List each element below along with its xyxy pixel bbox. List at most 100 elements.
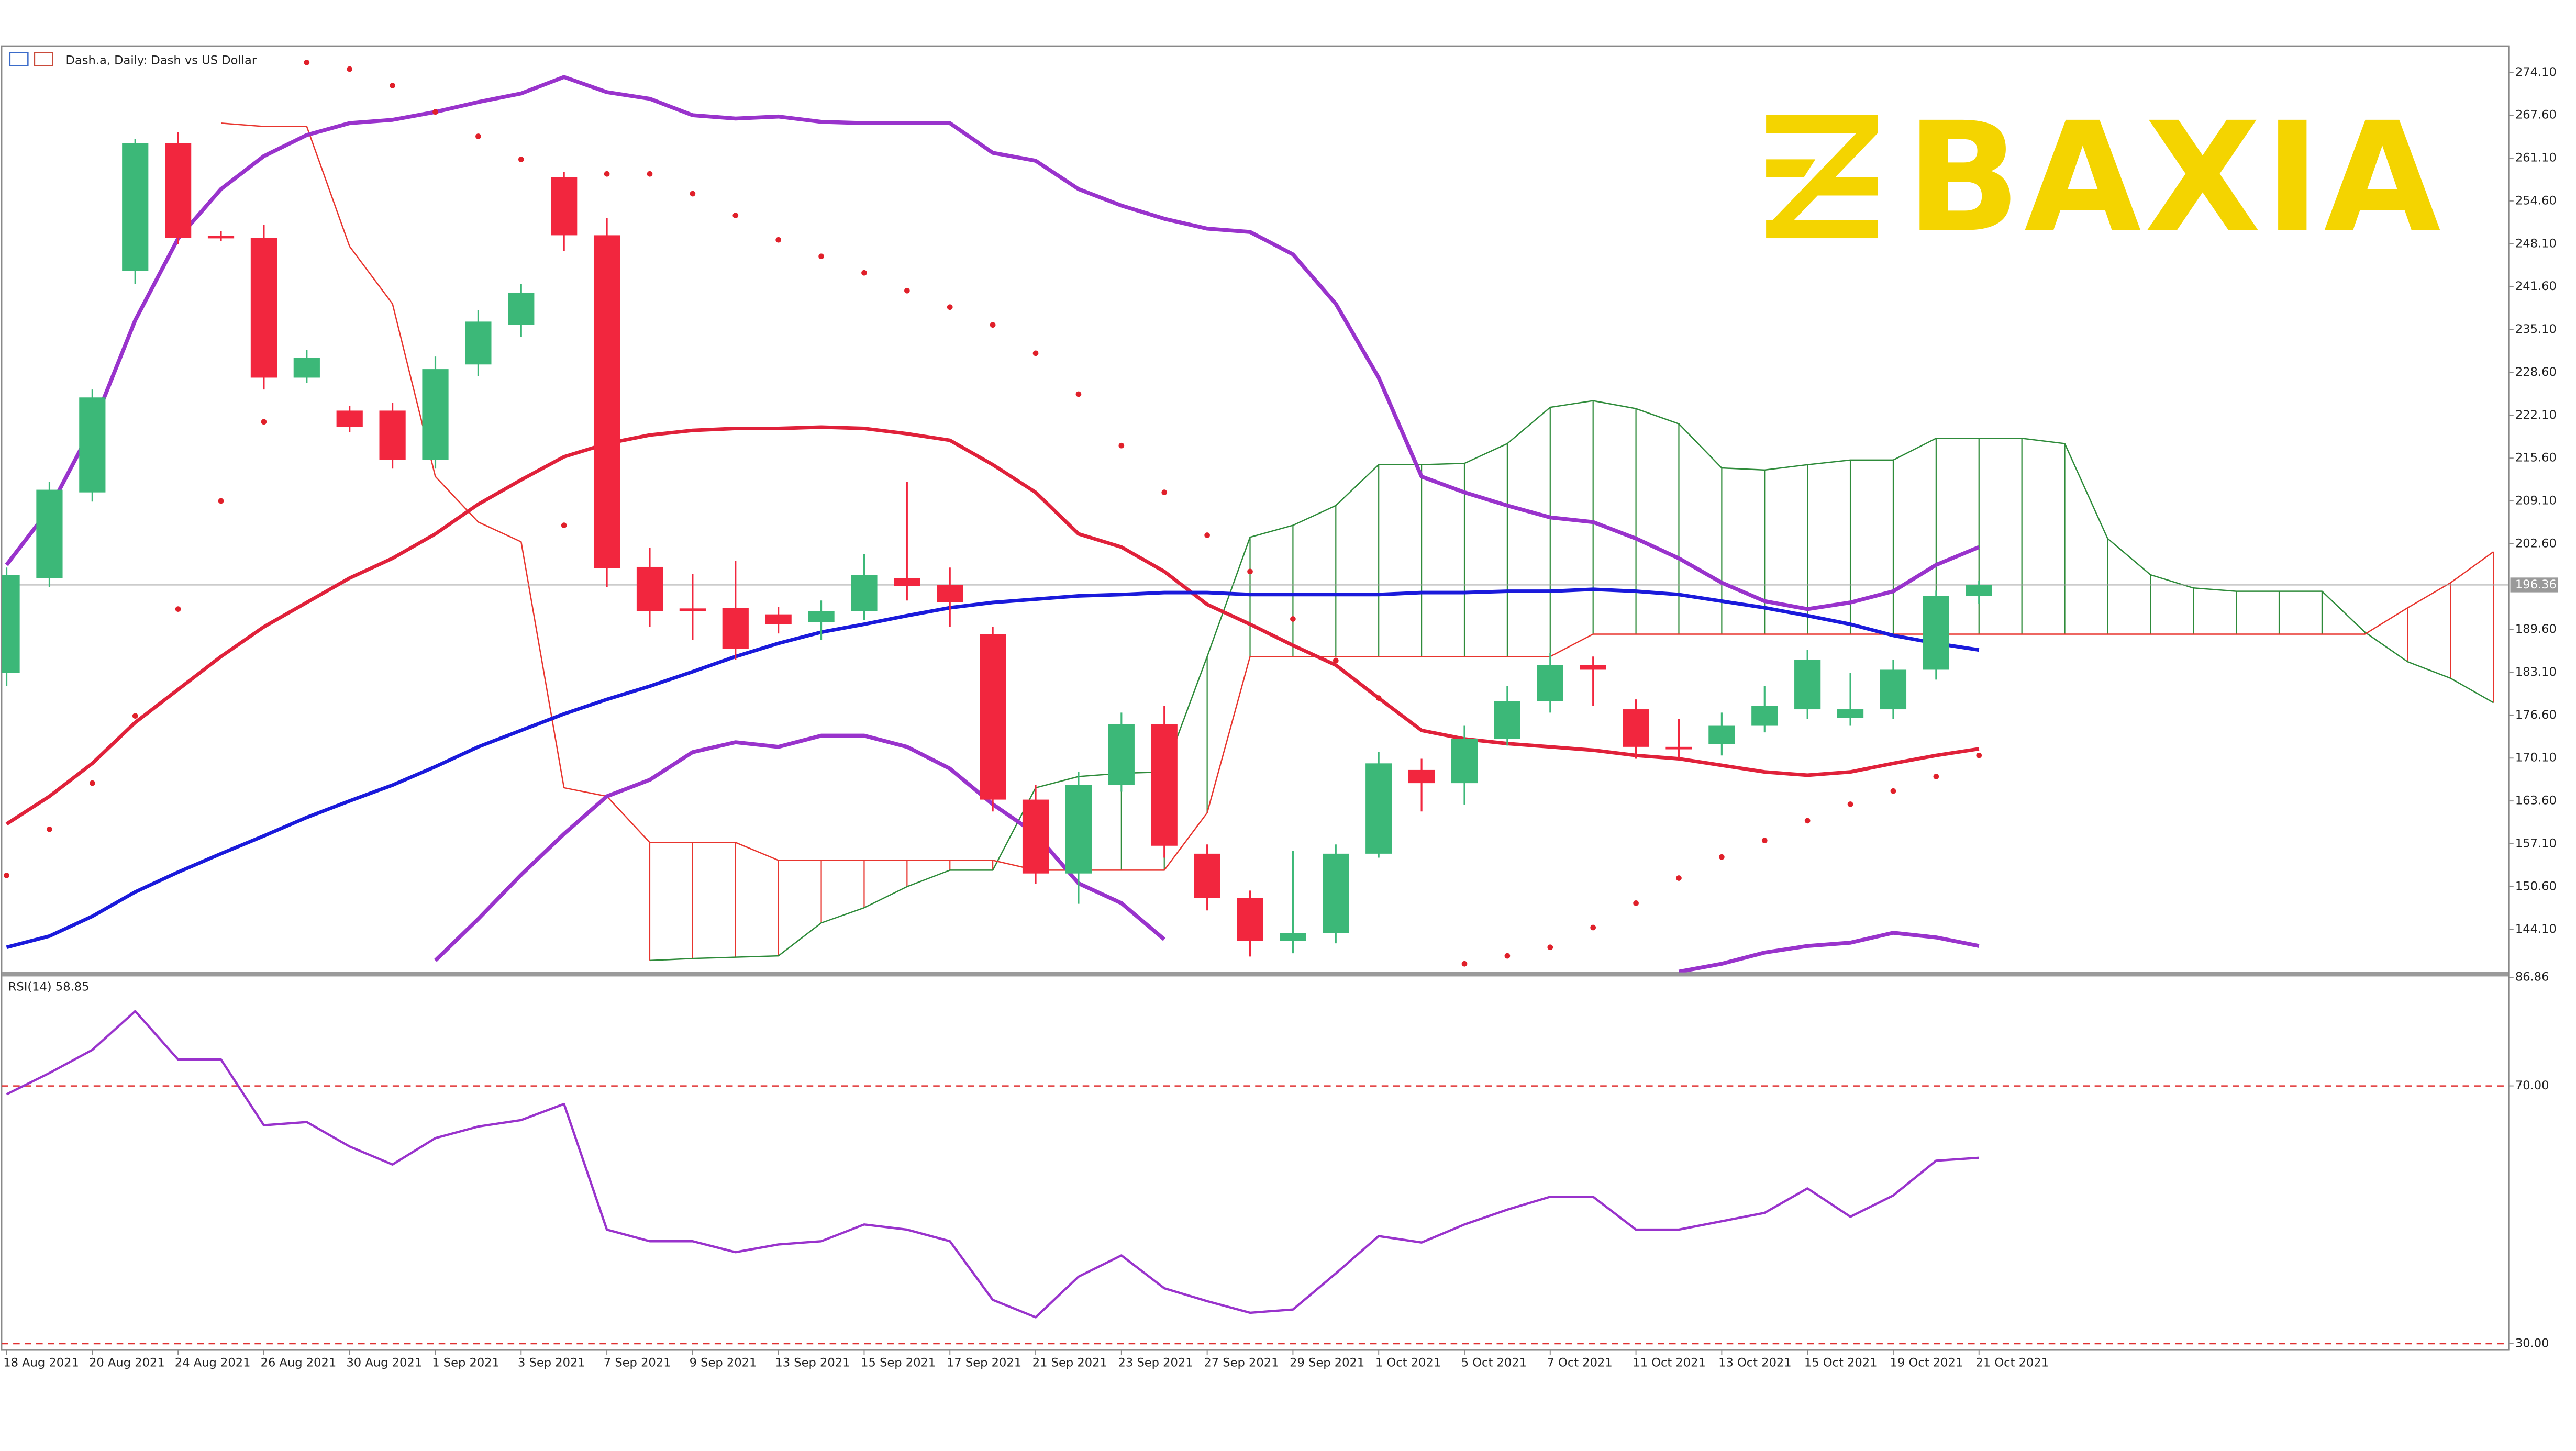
candle-body [207,236,235,239]
sar-dot [818,253,824,260]
last-price-tag [2510,577,2558,593]
sar-dot [1504,953,1511,959]
candle-body [1451,739,1478,784]
rsi-pane [2,1010,2509,1345]
x-tick-label: 9 Sep 2021 [690,1356,757,1370]
rsi-line [6,1010,1979,1319]
x-tick-label: 15 Sep 2021 [861,1356,936,1370]
sar-dot [1590,924,1596,931]
x-tick-label: 24 Aug 2021 [175,1356,251,1370]
y-tick-label: 274.10 [2515,65,2557,79]
sar-dot [304,60,310,65]
sar-dot [218,498,224,504]
x-tick-label: 11 Oct 2021 [1633,1356,1706,1370]
candle-body [1280,933,1306,941]
sar-dot [47,826,52,832]
sar-dot [1247,568,1253,575]
sar-dot [1375,695,1382,701]
candle-body [508,292,535,325]
sar-dot [475,133,481,139]
candle-body [1580,665,1606,670]
moving-average [6,587,1980,950]
icon [9,52,29,66]
sar-dot [861,270,867,276]
sar-dot [261,419,267,425]
candle-body [593,235,620,568]
sar-dot [1676,875,1682,881]
sar-dot [1204,532,1210,538]
y-tick-label: 254.60 [2515,194,2557,207]
candle-body [1708,726,1735,744]
sar-dot [990,322,996,328]
sar-dot [904,287,910,294]
sar-dot [1161,489,1168,495]
y-tick-label: 163.60 [2515,794,2557,808]
candle-body [1923,596,1949,670]
candle-body [937,584,963,602]
candle-body [851,575,878,611]
y-tick-label: 189.60 [2515,622,2557,636]
rsi-tick-label: 70.00 [2515,1079,2549,1092]
axes: 274.10 267.60 261.10 254.60 248.10 241.60 235.… [3,46,2558,1370]
candle-body [422,369,449,460]
sar-dot [647,171,653,177]
logo-icon [1766,115,1878,239]
x-tick-label: 13 Sep 2021 [775,1356,850,1370]
candle-body [293,358,320,378]
logo: BAXIA [1766,90,2441,266]
x-tick-label: 7 Sep 2021 [604,1356,671,1370]
moving-average [5,425,1980,826]
x-tick-label: 17 Sep 2021 [947,1356,1021,1370]
x-tick-label: 18 Aug 2021 [3,1356,79,1370]
sar-dot [90,780,95,786]
sar-dot [1804,818,1811,824]
x-tick-label: 26 Aug 2021 [261,1356,337,1370]
y-tick-label: 176.60 [2515,708,2557,722]
candle-body [636,566,663,611]
candle-body [165,143,192,238]
y-tick-label: 215.60 [2515,451,2557,465]
candle-body [1494,701,1520,739]
candle-body [379,410,406,460]
candle-body [1022,799,1049,874]
candle-body [1194,853,1220,898]
sar-dot [1032,350,1039,356]
candle-body [1365,763,1392,854]
chart-title: Dash.a, Daily: Dash vs US Dollar [66,54,257,68]
sar-dot [775,237,782,243]
header: Dash.a, Daily: Dash vs US Dollar RSI(14)… [8,52,257,994]
rsi-label: RSI(14) 58.85 [8,980,90,994]
candle-body [1237,898,1263,941]
candle-body [1151,724,1178,846]
candle-body [1108,724,1135,785]
sar-dot [175,606,181,612]
candle-body [722,608,749,649]
sar-dot [4,873,9,878]
x-tick-label: 21 Oct 2021 [1975,1356,2049,1370]
candle-body [894,578,920,586]
icon [34,52,53,66]
bollinger-upper [5,75,1980,611]
span-b [220,122,2494,871]
x-tick-label: 27 Sep 2021 [1204,1356,1279,1370]
candle-body [465,321,492,365]
candle-body [1623,709,1649,747]
sar-dot [1075,391,1082,397]
x-tick-label: 7 Oct 2021 [1547,1356,1613,1370]
sar-dot [132,713,138,719]
y-tick-label: 150.60 [2515,879,2557,893]
sar-dot [1333,657,1339,664]
y-tick-label: 261.10 [2515,151,2557,165]
candle-body [1408,769,1435,784]
sar-dot [732,213,739,218]
candle-body [1751,706,1778,726]
candle-body [1794,660,1821,710]
sar-dot [1761,838,1768,844]
sar-dot [1461,961,1468,967]
sar-dot [1847,801,1853,807]
sar-dot [390,83,395,88]
candle-body [1665,746,1692,750]
last-price-label: 196.36 [2515,578,2557,591]
